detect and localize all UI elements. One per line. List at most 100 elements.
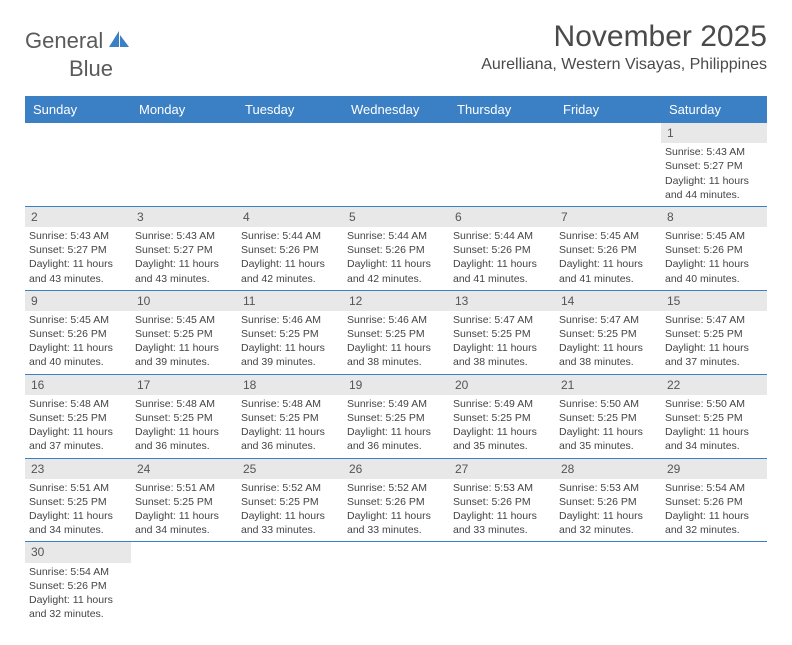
day-number: 23 — [25, 459, 131, 479]
sunrise-text: Sunrise: 5:50 AM — [665, 397, 763, 411]
day-cell: 14Sunrise: 5:47 AMSunset: 5:25 PMDayligh… — [555, 291, 661, 374]
sunrise-text: Sunrise: 5:53 AM — [453, 481, 551, 495]
logo-sail-icon — [107, 29, 131, 54]
sunset-text: Sunset: 5:25 PM — [559, 327, 657, 341]
sunrise-text: Sunrise: 5:54 AM — [29, 565, 127, 579]
day-cell — [449, 123, 555, 206]
day-cell — [343, 542, 449, 625]
daylight-text: Daylight: 11 hours and 35 minutes. — [453, 425, 551, 453]
week-row: 9Sunrise: 5:45 AMSunset: 5:26 PMDaylight… — [25, 291, 767, 375]
day-cell: 13Sunrise: 5:47 AMSunset: 5:25 PMDayligh… — [449, 291, 555, 374]
daylight-text: Daylight: 11 hours and 37 minutes. — [29, 425, 127, 453]
day-number — [343, 123, 449, 143]
location-text: Aurelliana, Western Visayas, Philippines — [481, 56, 767, 74]
calendar: Sunday Monday Tuesday Wednesday Thursday… — [25, 96, 767, 625]
daylight-text: Daylight: 11 hours and 34 minutes. — [29, 509, 127, 537]
day-number: 30 — [25, 542, 131, 562]
week-row: 1Sunrise: 5:43 AMSunset: 5:27 PMDaylight… — [25, 123, 767, 207]
sunrise-text: Sunrise: 5:51 AM — [135, 481, 233, 495]
sunrise-text: Sunrise: 5:45 AM — [559, 229, 657, 243]
day-number: 18 — [237, 375, 343, 395]
daylight-text: Daylight: 11 hours and 36 minutes. — [347, 425, 445, 453]
week-row: 30Sunrise: 5:54 AMSunset: 5:26 PMDayligh… — [25, 542, 767, 625]
weekday-header-row: Sunday Monday Tuesday Wednesday Thursday… — [25, 96, 767, 123]
month-title: November 2025 — [481, 20, 767, 54]
sunset-text: Sunset: 5:26 PM — [559, 495, 657, 509]
weekday-fri: Friday — [555, 96, 661, 123]
sunset-text: Sunset: 5:26 PM — [241, 243, 339, 257]
sunrise-text: Sunrise: 5:49 AM — [453, 397, 551, 411]
day-number: 10 — [131, 291, 237, 311]
day-cell — [555, 123, 661, 206]
sunrise-text: Sunrise: 5:49 AM — [347, 397, 445, 411]
sunrise-text: Sunrise: 5:54 AM — [665, 481, 763, 495]
sunset-text: Sunset: 5:25 PM — [559, 411, 657, 425]
daylight-text: Daylight: 11 hours and 32 minutes. — [665, 509, 763, 537]
day-cell: 2Sunrise: 5:43 AMSunset: 5:27 PMDaylight… — [25, 207, 131, 290]
logo-text-general: General — [25, 28, 103, 54]
sunset-text: Sunset: 5:25 PM — [347, 327, 445, 341]
sunset-text: Sunset: 5:26 PM — [559, 243, 657, 257]
day-number: 1 — [661, 123, 767, 143]
daylight-text: Daylight: 11 hours and 33 minutes. — [347, 509, 445, 537]
day-cell: 9Sunrise: 5:45 AMSunset: 5:26 PMDaylight… — [25, 291, 131, 374]
week-row: 16Sunrise: 5:48 AMSunset: 5:25 PMDayligh… — [25, 375, 767, 459]
sunset-text: Sunset: 5:25 PM — [453, 411, 551, 425]
day-cell: 17Sunrise: 5:48 AMSunset: 5:25 PMDayligh… — [131, 375, 237, 458]
day-number: 16 — [25, 375, 131, 395]
day-number: 7 — [555, 207, 661, 227]
logo-text-blue: Blue — [69, 56, 113, 82]
day-number: 12 — [343, 291, 449, 311]
daylight-text: Daylight: 11 hours and 34 minutes. — [665, 425, 763, 453]
day-number: 19 — [343, 375, 449, 395]
sunset-text: Sunset: 5:25 PM — [135, 411, 233, 425]
day-cell: 23 Sunrise: 5:51 AMSunset: 5:25 PMDayligh… — [25, 459, 131, 542]
day-cell: 10Sunrise: 5:45 AMSunset: 5:25 PMDayligh… — [131, 291, 237, 374]
day-number: 6 — [449, 207, 555, 227]
sunset-text: Sunset: 5:25 PM — [135, 327, 233, 341]
weekday-tue: Tuesday — [237, 96, 343, 123]
sunset-text: Sunset: 5:25 PM — [665, 411, 763, 425]
day-number: 8 — [661, 207, 767, 227]
day-cell: 29Sunrise: 5:54 AMSunset: 5:26 PMDayligh… — [661, 459, 767, 542]
day-cell — [237, 123, 343, 206]
day-cell: 20 Sunrise: 5:49 AMSunset: 5:25 PMDayligh… — [449, 375, 555, 458]
sunrise-text: Sunrise: 5:51 AM — [29, 481, 127, 495]
sunrise-text: Sunrise: 5:44 AM — [347, 229, 445, 243]
sunrise-text: Sunrise: 5:45 AM — [29, 313, 127, 327]
day-cell — [237, 542, 343, 625]
daylight-text: Daylight: 11 hours and 33 minutes. — [453, 509, 551, 537]
day-number — [449, 542, 555, 562]
sunset-text: Sunset: 5:25 PM — [241, 495, 339, 509]
day-number — [449, 123, 555, 143]
daylight-text: Daylight: 11 hours and 35 minutes. — [559, 425, 657, 453]
weekday-sun: Sunday — [25, 96, 131, 123]
sunset-text: Sunset: 5:26 PM — [347, 495, 445, 509]
daylight-text: Daylight: 11 hours and 39 minutes. — [241, 341, 339, 369]
day-cell: 1Sunrise: 5:43 AMSunset: 5:27 PMDaylight… — [661, 123, 767, 206]
day-number — [25, 123, 131, 143]
sunrise-text: Sunrise: 5:53 AM — [559, 481, 657, 495]
sunrise-text: Sunrise: 5:44 AM — [453, 229, 551, 243]
weeks-container: 1 Sunrise: 5:43 AM Sunset: 5:27 PM Daylight… — [25, 123, 767, 625]
day-cell: 16Sunrise: 5:48 AMSunset: 5:25 PMDayligh… — [25, 375, 131, 458]
day-cell — [131, 542, 237, 625]
day-number: 27 — [449, 459, 555, 479]
sunrise-text: Sunrise: 5:52 AM — [347, 481, 445, 495]
day-cell: 15Sunrise: 5:47 AMSunset: 5:25 PMDayligh… — [661, 291, 767, 374]
sunset-text: Sunset: 5:27 PM — [665, 159, 763, 173]
day-number: 25 — [237, 459, 343, 479]
sunrise-text: Sunrise: 5:43 AM — [135, 229, 233, 243]
sunset-text: Sunset: 5:25 PM — [29, 495, 127, 509]
sunset-text: Sunset: 5:25 PM — [135, 495, 233, 509]
sunrise-text: Sunrise: 5:48 AM — [241, 397, 339, 411]
day-cell: 27Sunrise: 5:53 AMSunset: 5:26 PMDayligh… — [449, 459, 555, 542]
day-number — [237, 542, 343, 562]
daylight-text: Daylight: 11 hours and 42 minutes. — [347, 257, 445, 285]
sunset-text: Sunset: 5:26 PM — [453, 243, 551, 257]
day-number: 20 — [449, 375, 555, 395]
sunset-text: Sunset: 5:25 PM — [241, 327, 339, 341]
sunrise-text: Sunrise: 5:46 AM — [347, 313, 445, 327]
daylight-text: Daylight: 11 hours and 38 minutes. — [559, 341, 657, 369]
day-cell: 11Sunrise: 5:46 AMSunset: 5:25 PMDayligh… — [237, 291, 343, 374]
